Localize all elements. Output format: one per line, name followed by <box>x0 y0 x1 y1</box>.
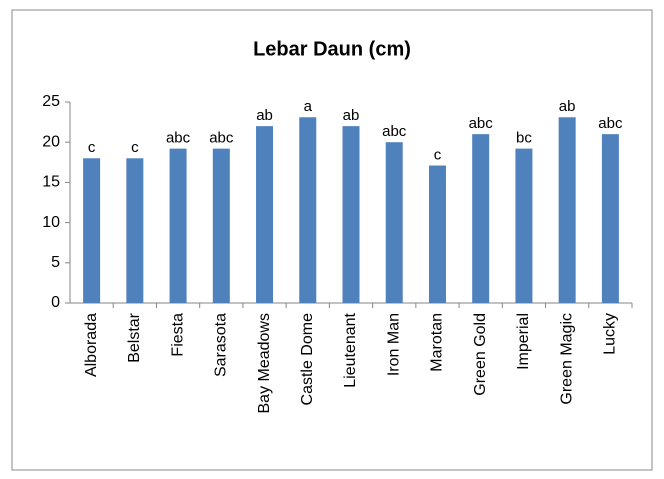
annotation: c <box>88 139 96 156</box>
y-tick-label: 25 <box>42 93 60 110</box>
annotation: abc <box>469 115 494 132</box>
bar <box>299 117 317 303</box>
annotation: abc <box>209 130 234 147</box>
annotation: bc <box>516 130 532 147</box>
chart-title: Lebar Daun (cm) <box>253 38 411 60</box>
x-tick-label: Green Magic <box>558 313 575 405</box>
bar <box>385 142 403 303</box>
bar <box>126 158 144 303</box>
x-tick-label: Fiesta <box>169 313 186 357</box>
bar <box>83 158 101 303</box>
annotation: a <box>304 98 313 115</box>
bar <box>601 134 619 303</box>
bar <box>428 165 446 303</box>
bar <box>212 148 230 303</box>
bar <box>515 148 533 303</box>
annotation: ab <box>343 107 360 124</box>
y-tick-label: 15 <box>42 174 60 191</box>
x-tick-label: Green Gold <box>472 313 489 396</box>
annotation: abc <box>382 123 407 140</box>
bar <box>342 126 360 304</box>
annotation: abc <box>166 130 191 147</box>
y-tick-label: 0 <box>51 294 60 311</box>
chart-frame <box>11 9 653 471</box>
annotation: ab <box>559 98 576 115</box>
annotation: abc <box>598 115 623 132</box>
annotation: ab <box>256 107 273 124</box>
bar <box>169 148 187 303</box>
x-tick-label: Sarasota <box>213 313 230 377</box>
y-tick-label: 20 <box>42 133 60 150</box>
y-tick-label: 5 <box>51 254 60 271</box>
x-tick-label: Castle Dome <box>299 313 316 406</box>
bar <box>472 134 490 303</box>
x-tick-label: Belstar <box>126 312 143 362</box>
x-tick-label: Lucky <box>602 313 619 355</box>
x-tick-label: Lieutenant <box>342 312 359 387</box>
x-tick-label: Marotan <box>429 313 446 372</box>
x-tick-label: Iron Man <box>385 313 402 376</box>
annotation: c <box>434 146 442 163</box>
x-tick-label: Imperial <box>515 313 532 370</box>
x-tick-label: Bay Meadows <box>256 313 273 414</box>
y-tick-label: 10 <box>42 214 60 231</box>
bar <box>558 117 576 303</box>
annotation: c <box>131 139 139 156</box>
bar <box>256 126 274 304</box>
x-tick-label: Alborada <box>83 313 100 377</box>
